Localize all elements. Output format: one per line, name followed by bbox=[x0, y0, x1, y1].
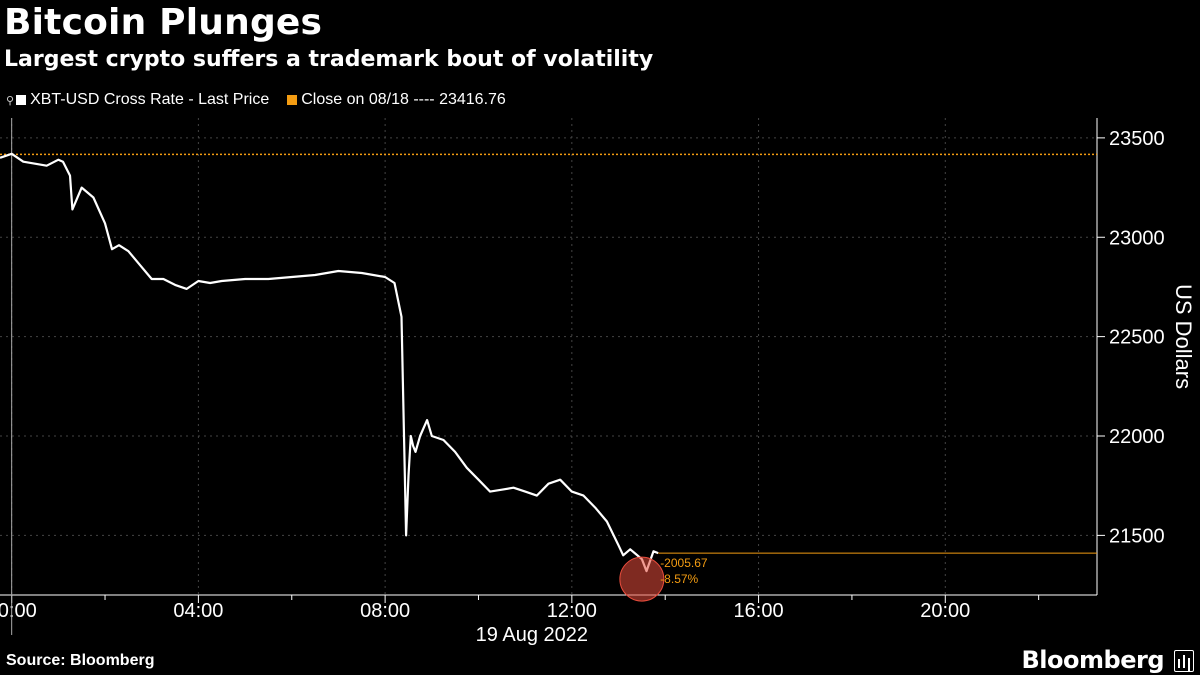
chart-title: Bitcoin Plunges bbox=[4, 2, 323, 43]
legend-swatch-price bbox=[16, 95, 27, 105]
x-tick-label: 04:00 bbox=[173, 600, 223, 622]
x-tick-label: 00:00 bbox=[0, 600, 37, 622]
legend-label-close: Close on 08/18 ---- 23416.76 bbox=[301, 91, 506, 108]
source-note: Source: Bloomberg bbox=[6, 652, 155, 669]
legend: ⚲ XBT-USD Cross Rate - Last Price Close … bbox=[6, 91, 524, 109]
y-axis-label: US Dollars bbox=[1171, 284, 1196, 389]
x-tick-label: 08:00 bbox=[360, 600, 410, 622]
bar-chart-icon bbox=[1174, 650, 1194, 672]
x-tick-label: 20:00 bbox=[920, 600, 970, 622]
legend-item-close: Close on 08/18 ---- 23416.76 bbox=[287, 91, 506, 109]
y-tick-label: 23000 bbox=[1109, 227, 1165, 249]
y-tick-label: 22500 bbox=[1109, 327, 1165, 349]
pin-icon: ⚲ bbox=[6, 94, 15, 107]
x-axis-label: 19 Aug 2022 bbox=[476, 624, 588, 646]
x-tick-label: 16:00 bbox=[734, 600, 784, 622]
legend-label-price: XBT-USD Cross Rate - Last Price bbox=[30, 91, 270, 108]
y-tick-label: 22000 bbox=[1109, 426, 1165, 448]
y-tick-label: 23500 bbox=[1109, 128, 1165, 150]
low-point-marker bbox=[619, 556, 665, 602]
x-tick-label: 12:00 bbox=[547, 600, 597, 622]
legend-item-price: ⚲ XBT-USD Cross Rate - Last Price bbox=[6, 91, 269, 109]
price-series-line bbox=[0, 152, 659, 573]
brand-logo: Bloomberg bbox=[1021, 646, 1165, 674]
y-tick-label: 21500 bbox=[1109, 525, 1165, 547]
chart-subtitle: Largest crypto suffers a trademark bout … bbox=[4, 47, 654, 72]
change-abs-label: -2005.67 bbox=[660, 556, 708, 570]
legend-swatch-close bbox=[287, 95, 298, 105]
change-pct-label: -8.57% bbox=[660, 572, 698, 586]
